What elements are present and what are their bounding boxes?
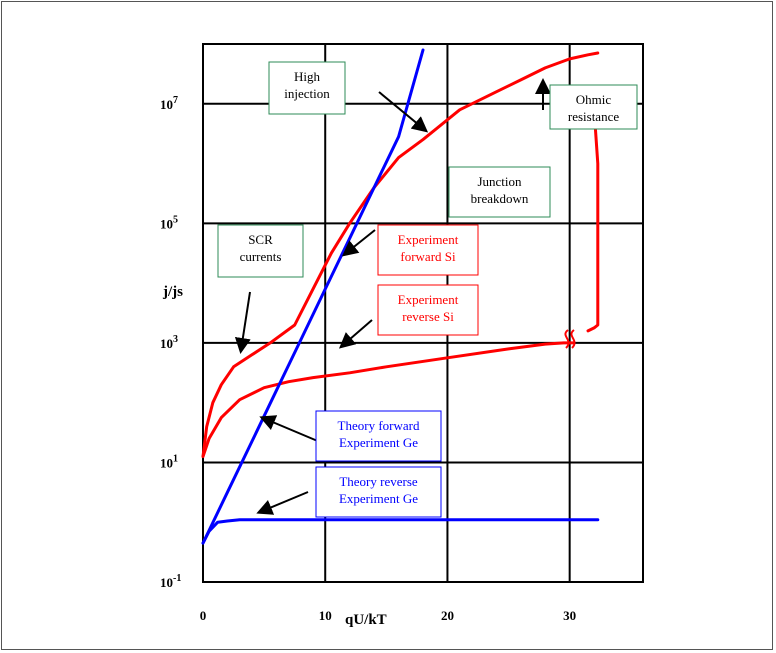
annotation-text: Experiment	[398, 292, 459, 307]
x-tick-label: 10	[319, 608, 332, 623]
annotation-text: SCR	[248, 232, 273, 247]
annotation-arrow	[259, 415, 321, 443]
axis-break-mark	[564, 329, 576, 349]
annotation-text: reverse Si	[402, 309, 454, 324]
annotation-text: breakdown	[471, 191, 529, 206]
x-tick-label: 30	[563, 608, 576, 623]
y-axis-label: j/js	[162, 284, 183, 300]
x-tick-label: 20	[441, 608, 454, 623]
annotation-text: Experiment Ge	[339, 435, 418, 450]
annotation-text: injection	[284, 86, 330, 101]
data-series	[201, 48, 600, 545]
annotation-text: Ohmic	[576, 92, 612, 107]
series-line-1	[201, 51, 600, 458]
annotation-text: Experiment Ge	[339, 491, 418, 506]
y-tick-label: 101	[160, 453, 178, 470]
y-tick-label: 10-1	[160, 573, 181, 590]
annotation-box: Theory forward Experiment Ge	[315, 410, 442, 462]
y-tick-label: 103	[160, 334, 178, 351]
plot-border	[202, 43, 644, 583]
annotation-arrow	[256, 491, 309, 515]
x-axis-label: qU/kT	[345, 612, 387, 628]
annotation-text: Theory forward	[338, 418, 420, 433]
annotation-arrow	[341, 229, 376, 257]
annotation-box: High injection	[268, 61, 346, 115]
annotation-arrow	[234, 291, 251, 354]
annotation-box: Ohmic resistance	[549, 84, 638, 130]
annotation-text: Junction	[477, 174, 522, 189]
annotation-box: Junction breakdown	[448, 166, 551, 218]
annotation-box: SCR currents	[217, 224, 304, 278]
series-line-5	[201, 518, 600, 545]
annotation-text: High	[294, 69, 321, 84]
annotation-arrow	[378, 91, 429, 133]
x-tick-label: 0	[200, 608, 207, 623]
annotation-box: Experiment forward Si	[377, 224, 479, 276]
annotation-text: currents	[240, 249, 282, 264]
series-line-2	[201, 341, 575, 458]
annotation-box: Theory reverse Experiment Ge	[315, 466, 442, 518]
y-tick-label: 107	[160, 95, 178, 112]
annotations: High injection Ohmic resistance Junction brea…	[217, 61, 638, 518]
annotation-box: Experiment reverse Si	[377, 284, 479, 336]
annotation-text: resistance	[568, 109, 619, 124]
annotation-text: Experiment	[398, 232, 459, 247]
annotation-text: Theory reverse	[339, 474, 418, 489]
series-line-3	[586, 105, 600, 333]
annotation-text: forward Si	[400, 249, 456, 264]
y-tick-label: 105	[160, 214, 178, 231]
annotation-arrows	[234, 78, 551, 515]
series-line-4	[201, 48, 425, 545]
tick-labels: 0 10 20 30 10-1 101 103 105 107	[160, 95, 576, 623]
annotation-arrow	[338, 319, 373, 349]
